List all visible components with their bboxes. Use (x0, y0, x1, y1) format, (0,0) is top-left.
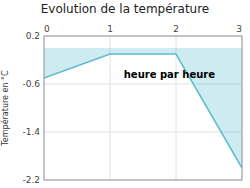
x-tick-label: 0 (44, 24, 50, 34)
y-tick-label: -0.6 (22, 79, 40, 89)
series-group (44, 48, 242, 168)
area-fill (44, 48, 242, 168)
plot-frame (44, 36, 242, 180)
annotation: heure par heure (124, 69, 215, 80)
x-tick-label: 2 (173, 24, 179, 34)
title: Evolution de la température (41, 2, 210, 16)
y-tick-label: -1.4 (22, 127, 40, 137)
y-grid-line (44, 132, 242, 133)
grid (44, 36, 242, 180)
chart: 0.2 -0.6 -1.4 -2.2 0 1 2 3 heure par heure Evolut… (0, 0, 250, 188)
x-tick-label: 3 (236, 24, 242, 34)
area-line (44, 54, 242, 168)
y-tick-label: -2.2 (22, 175, 40, 185)
x-grid-line (110, 36, 111, 180)
y-tick-label: 0.2 (26, 31, 40, 41)
x-grid-line (176, 36, 177, 180)
plot-background (44, 36, 242, 180)
x-tick-label: 1 (107, 24, 113, 34)
y-axis-label: Température en °C (0, 70, 10, 147)
